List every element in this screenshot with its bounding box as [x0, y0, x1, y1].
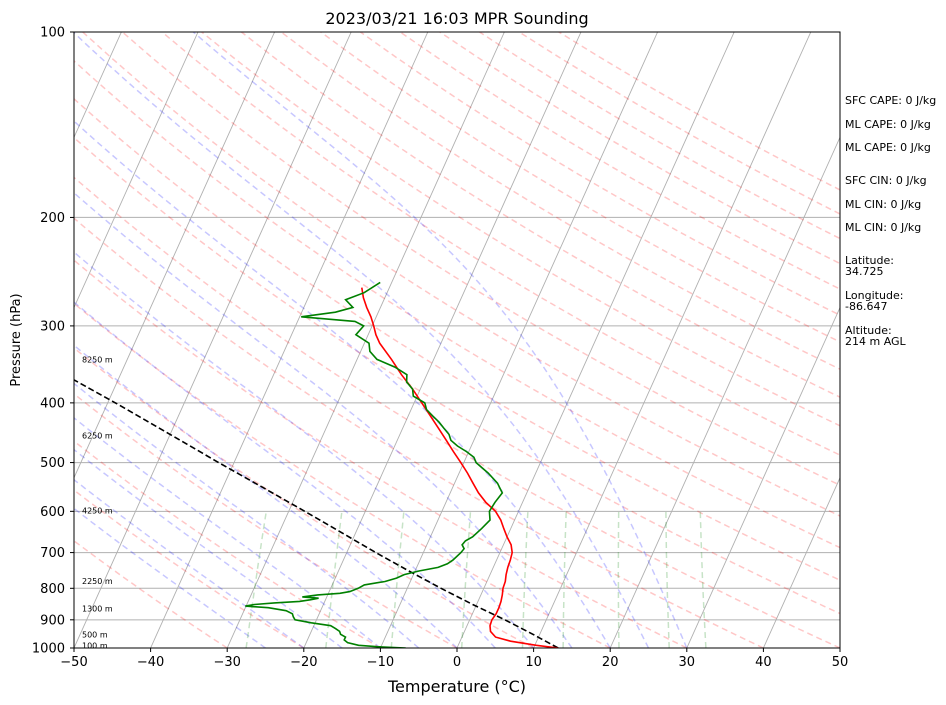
moist-adiabat-line	[74, 32, 650, 648]
isotherm-line	[150, 32, 429, 648]
dry-adiabat-line	[74, 259, 688, 648]
dry-adiabat-line	[121, 32, 840, 487]
longitude-value: -86.647	[845, 300, 888, 313]
dry-adiabat-line	[399, 32, 840, 290]
dry-adiabat-line	[74, 440, 381, 648]
y-tick-label: 900	[40, 613, 65, 628]
ml-cape-text: ML CAPE: 0 J/kg	[845, 118, 931, 131]
dry-adiabat-line	[74, 176, 840, 648]
x-tick-label: −10	[367, 655, 394, 670]
y-tick-label: 1000	[32, 642, 65, 657]
altitude-value: 214 m AGL	[845, 335, 906, 348]
x-tick-label: 30	[679, 655, 696, 670]
isotherm-line	[762, 476, 840, 648]
isotherm-line	[74, 32, 199, 309]
moist-adiabat-line	[74, 191, 573, 648]
mixing-ratio-line	[325, 511, 343, 648]
x-tick-label: −20	[290, 655, 317, 670]
parcel-profile-line	[74, 378, 559, 648]
moist-adiabat-line	[74, 251, 535, 648]
dry-adiabat-line	[359, 32, 840, 317]
y-tick-label: 300	[40, 319, 65, 334]
latitude-label: Latitude:	[845, 254, 894, 267]
height-label: 8250 m	[82, 355, 113, 364]
x-axis-label: Temperature (°C)	[387, 677, 526, 696]
isotherm-line	[303, 32, 582, 648]
y-axis-label: Pressure (hPa)	[9, 293, 24, 386]
y-tick-label: 800	[40, 582, 65, 597]
isotherm-line	[686, 306, 840, 648]
y-tick-label: 200	[40, 211, 65, 226]
dry-adiabat-line	[74, 136, 840, 615]
isotherm-line	[533, 32, 812, 648]
dry-adiabat-line	[74, 217, 764, 648]
y-tick-label: 400	[40, 396, 65, 411]
dry-adiabat-line	[280, 32, 840, 371]
ml-cin-text-2: ML CIN: 0 J/kg	[845, 221, 922, 234]
y-tick-label: 700	[40, 546, 65, 561]
height-label: 500 m	[82, 630, 108, 639]
x-tick-label: 10	[525, 655, 542, 670]
x-tick-label: −30	[213, 655, 240, 670]
moist-adiabat-line	[74, 416, 381, 648]
isotherm-line	[226, 32, 505, 648]
dry-adiabat-line	[74, 302, 611, 648]
y-tick-label: 100	[40, 26, 65, 41]
dry-adiabat-line	[74, 392, 458, 648]
isotherm-line	[609, 136, 840, 648]
latitude-value: 34.725	[845, 265, 884, 278]
x-tick-label: −40	[137, 655, 164, 670]
longitude-label: Longitude:	[845, 289, 904, 302]
mixing-ratio-line	[245, 511, 268, 648]
isotherm-line	[74, 32, 352, 648]
chart-title: 2023/03/21 16:03 MPR Sounding	[325, 9, 588, 28]
isotherm-line	[456, 32, 735, 648]
x-tick-label: 20	[602, 655, 619, 670]
x-tick-label: −50	[60, 655, 87, 670]
dry-adiabat-line	[82, 32, 840, 517]
dewpoint-line	[245, 281, 504, 648]
sfc-cin-text: SFC CIN: 0 J/kg	[845, 174, 927, 187]
height-label: 1300 m	[82, 605, 113, 614]
height-label: 100 m	[82, 641, 108, 650]
isotherm-line	[74, 32, 276, 479]
height-label: 6250 m	[82, 432, 113, 441]
y-tick-label: 600	[40, 505, 65, 520]
isotherm-line	[74, 32, 122, 139]
ml-cape-text-2: ML CAPE: 0 J/kg	[845, 141, 931, 154]
moist-adiabat-line	[74, 301, 496, 648]
height-label: 4250 m	[82, 506, 113, 515]
isotherm-line	[379, 32, 659, 648]
moist-adiabat-line	[74, 344, 458, 648]
height-label: 2250 m	[82, 577, 113, 586]
ml-cin-text: ML CIN: 0 J/kg	[845, 198, 922, 211]
dry-adiabat-line	[74, 489, 305, 648]
y-tick-label: 500	[40, 456, 65, 471]
moist-adiabat-line	[74, 382, 420, 648]
moist-adiabat-line	[74, 507, 266, 648]
temperature-line	[361, 287, 559, 648]
x-tick-label: 50	[832, 655, 849, 670]
moist-adiabat-line	[74, 448, 343, 648]
x-tick-label: 0	[453, 655, 461, 670]
moist-adiabat-line	[74, 478, 305, 648]
altitude-label: Altitude:	[845, 324, 892, 337]
x-tick-label: 40	[755, 655, 772, 670]
dry-adiabat-line	[240, 32, 840, 399]
sfc-cape-text: SFC CAPE: 0 J/kg	[845, 94, 937, 107]
